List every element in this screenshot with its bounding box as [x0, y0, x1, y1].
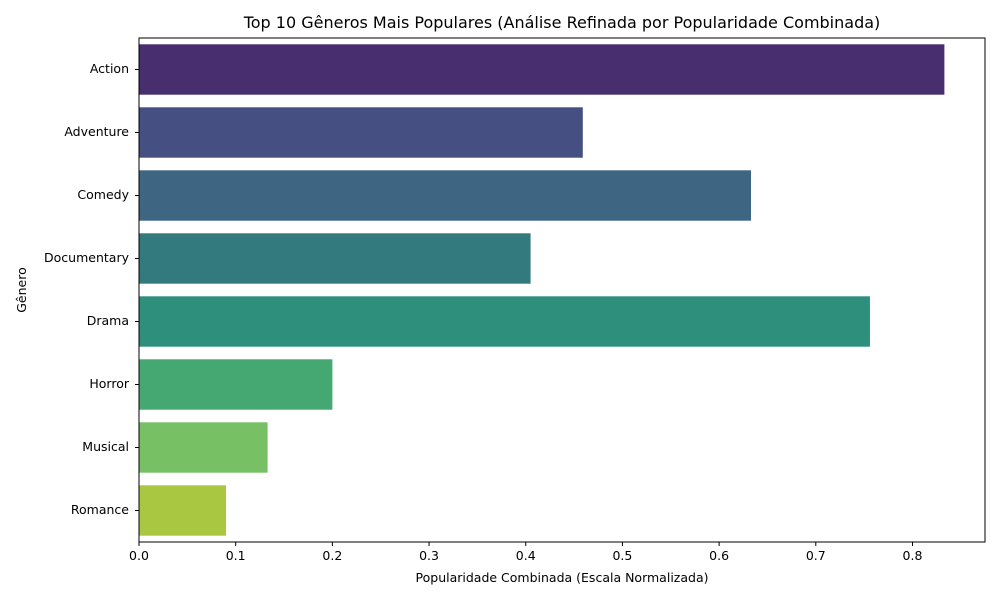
bar-action [139, 44, 945, 95]
bars-group [139, 44, 945, 536]
y-tick-label: Drama [87, 313, 129, 328]
bar-documentary [139, 233, 531, 284]
bar-comedy [139, 170, 752, 221]
x-tick-label: 0.7 [806, 548, 826, 563]
bar-romance [139, 485, 227, 536]
x-tick-label: 0.8 [903, 548, 923, 563]
bar-adventure [139, 107, 583, 158]
x-tick-label: 0.6 [709, 548, 729, 563]
y-axis-label: Gênero [14, 267, 29, 313]
y-tick-label: Romance [71, 502, 129, 517]
x-tick-label: 0.4 [516, 548, 536, 563]
bar-drama [139, 296, 870, 347]
y-tick-label: Action [90, 61, 129, 76]
x-tick-label: 0.3 [419, 548, 439, 563]
y-tick-label: Documentary [44, 250, 130, 265]
x-tick-label: 0.5 [612, 548, 632, 563]
x-axis-ticks: 0.0 0.1 0.2 0.3 0.4 0.5 0.6 0.7 0.8 [129, 542, 922, 563]
plot-frame [138, 37, 986, 543]
y-axis-ticks: Action Adventure Comedy Documentary Drama Hor… [44, 61, 139, 517]
y-tick-label: Musical [82, 439, 129, 454]
y-tick-label: Horror [89, 376, 129, 391]
y-tick-label: Adventure [64, 124, 129, 139]
x-tick-label: 0.1 [226, 548, 246, 563]
chart-title: Top 10 Gêneros Mais Populares (Análise R… [243, 13, 881, 32]
bar-horror [139, 359, 333, 410]
x-tick-label: 0.0 [129, 548, 149, 563]
x-axis-label: Popularidade Combinada (Escala Normaliza… [416, 570, 709, 585]
bar-musical [139, 422, 268, 473]
y-tick-label: Comedy [77, 187, 129, 202]
x-tick-label: 0.2 [322, 548, 342, 563]
